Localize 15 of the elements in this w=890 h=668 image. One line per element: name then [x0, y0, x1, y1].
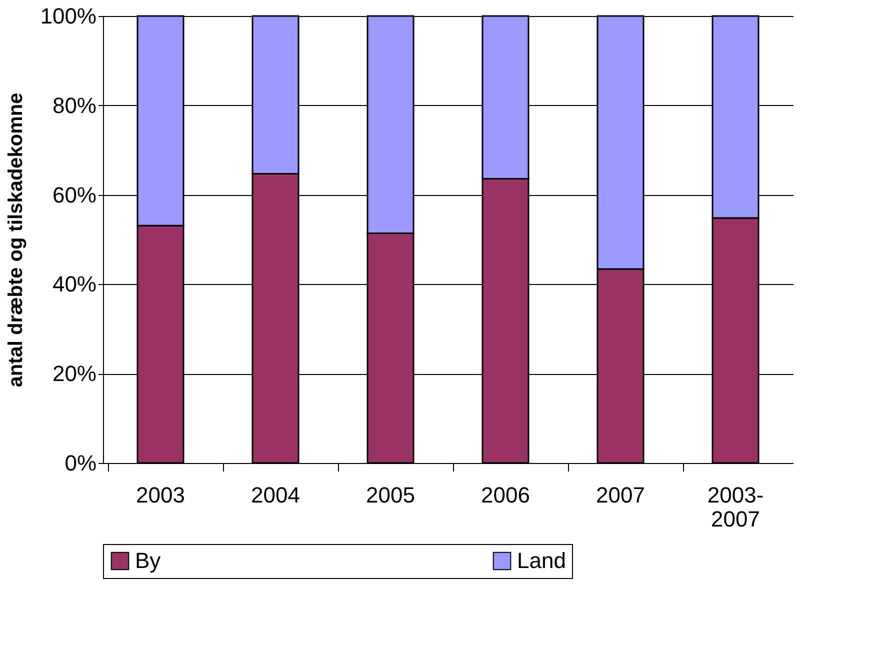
x-tick-label: 2003-2007	[707, 482, 764, 532]
y-tick-label: 100%	[40, 4, 96, 28]
legend-label: By	[135, 548, 161, 573]
legend-label: Land	[517, 548, 566, 573]
x-tick-label: 2004	[251, 482, 300, 508]
y-tick-label: 0%	[64, 450, 96, 476]
x-tick-label: 2006	[481, 482, 530, 508]
y-axis-title: antal dræbte og tilskadekomne	[5, 92, 28, 388]
y-tick-label: 40%	[52, 272, 96, 297]
y-tick-label: 60%	[52, 182, 96, 208]
x-tick-label: 2003	[136, 482, 185, 508]
x-tick-label: 2007	[596, 482, 645, 508]
y-tick-label: 80%	[52, 92, 96, 118]
y-tick-label: 20%	[52, 361, 96, 386]
x-tick-label: 2005	[366, 482, 415, 508]
